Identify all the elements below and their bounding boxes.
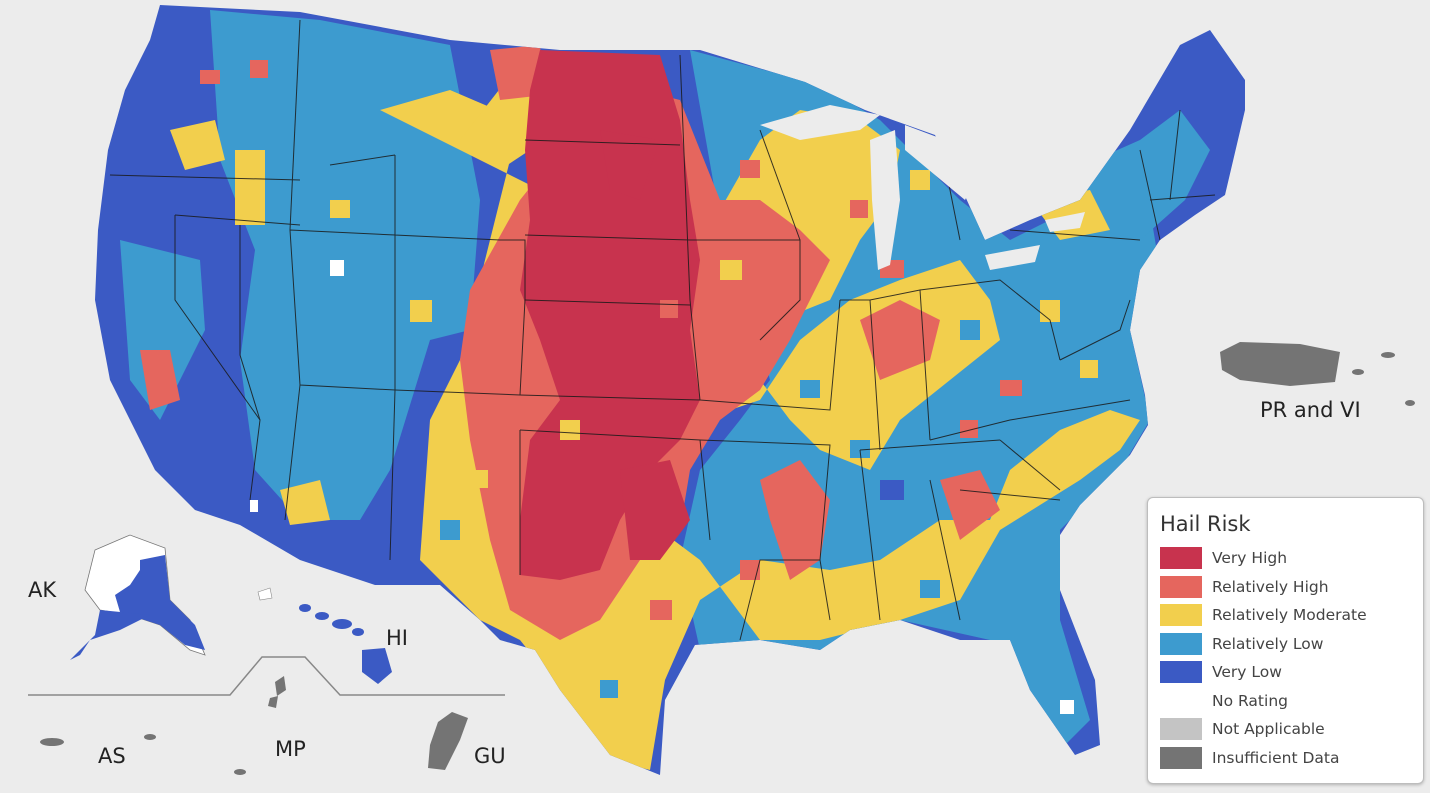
legend-swatch-insufficient-data [1160, 746, 1202, 769]
risk-zone-relatively-low [210, 10, 480, 520]
alaska-inset [70, 534, 206, 660]
label-ak: AK [28, 578, 57, 602]
legend-swatch-no-rating [1160, 689, 1202, 712]
territory-shapes [40, 342, 1415, 775]
legend-item-relatively-low: Relatively Low [1160, 630, 1411, 659]
legend-label-not-applicable: Not Applicable [1212, 720, 1325, 739]
legend-item-relatively-high: Relatively High [1160, 573, 1411, 602]
legend-swatch-very-high [1160, 547, 1202, 570]
legend-label-relatively-moderate: Relatively Moderate [1212, 606, 1367, 625]
label-mp: MP [275, 737, 306, 761]
risk-zone-very-high [520, 50, 700, 580]
legend-swatch-relatively-moderate [1160, 604, 1202, 627]
risk-scatter-patches [200, 60, 1098, 714]
legend-item-relatively-moderate: Relatively Moderate [1160, 601, 1411, 630]
legend-label-relatively-low: Relatively Low [1212, 634, 1324, 653]
label-pr-vi: PR and VI [1260, 398, 1361, 422]
hawaii-inset [257, 587, 392, 684]
legend-item-no-rating: No Rating [1160, 687, 1411, 716]
legend-label-very-low: Very Low [1212, 663, 1282, 682]
conus-map [95, 5, 1245, 775]
legend-label-very-high: Very High [1212, 549, 1288, 568]
hail-risk-legend: Hail Risk Very High Relatively High Rela… [1147, 497, 1424, 784]
legend-label-insufficient-data: Insufficient Data [1212, 748, 1340, 767]
great-lakes [760, 105, 1085, 270]
label-hi: HI [386, 626, 408, 650]
legend-item-insufficient-data: Insufficient Data [1160, 744, 1411, 773]
legend-title: Hail Risk [1160, 512, 1251, 536]
label-as: AS [98, 744, 126, 768]
legend-item-very-high: Very High [1160, 544, 1411, 573]
inset-divider-line [28, 656, 505, 696]
legend-item-not-applicable: Not Applicable [1160, 715, 1411, 744]
legend-label-no-rating: No Rating [1212, 691, 1288, 710]
legend-label-relatively-high: Relatively High [1212, 577, 1329, 596]
legend-item-very-low: Very Low [1160, 658, 1411, 687]
legend-swatch-relatively-high [1160, 575, 1202, 598]
label-gu: GU [474, 744, 506, 768]
legend-swatch-very-low [1160, 661, 1202, 684]
legend-swatch-not-applicable [1160, 718, 1202, 741]
legend-swatch-relatively-low [1160, 632, 1202, 655]
